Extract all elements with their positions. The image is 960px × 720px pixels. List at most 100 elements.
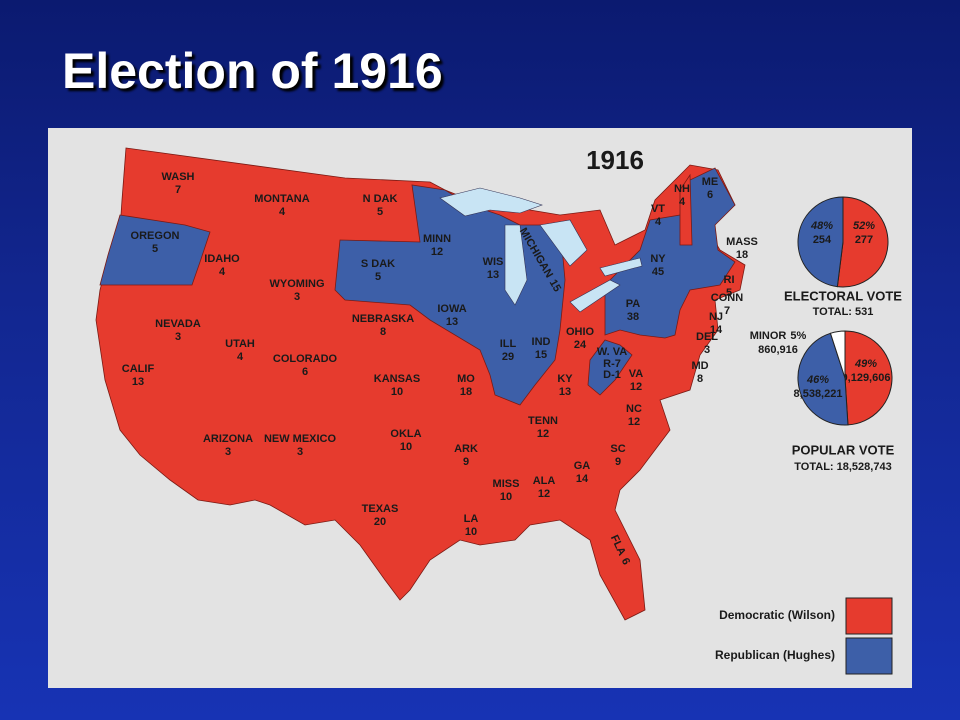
state-name: VT — [651, 203, 665, 215]
pie-total: TOTAL: 18,528,743 — [794, 461, 891, 473]
state-votes: 14 — [710, 324, 723, 336]
slice-percent: 52% — [853, 220, 875, 232]
state-name: ILL — [500, 338, 517, 350]
state-votes: 3 — [297, 446, 303, 458]
lake-huron — [539, 219, 588, 267]
pie-slice — [797, 332, 849, 426]
state-name: W. VA — [597, 346, 627, 358]
state-votes: 6 — [707, 189, 713, 201]
state-votes: 3 — [225, 446, 231, 458]
state-votes: 4 — [679, 196, 686, 208]
state-name: KY — [557, 373, 573, 385]
state-votes: 38 — [627, 311, 639, 323]
state-name: RI — [724, 274, 735, 286]
state-votes: 9 — [615, 456, 621, 468]
state-name: IND — [532, 336, 551, 348]
map-title: 1916 — [586, 145, 644, 175]
state-name: CONN — [711, 292, 743, 304]
state-name: SC — [610, 443, 625, 455]
slice-name: MINOR — [750, 330, 787, 342]
state-votes: 6 — [302, 366, 308, 378]
state-votes: 5 — [375, 271, 381, 283]
lake-michigan — [504, 224, 528, 306]
state-name: IOWA — [437, 303, 466, 315]
pie-slice — [797, 196, 844, 288]
legend-swatch — [845, 637, 893, 675]
state-name: COLORADO — [273, 353, 338, 365]
state-name: WYOMING — [270, 278, 325, 290]
state-name: UTAH — [225, 338, 255, 350]
state-votes: 4 — [655, 216, 662, 228]
state-votes: 10 — [391, 386, 403, 398]
state-name: OREGON — [131, 230, 180, 242]
state-name: MD — [691, 360, 708, 372]
state-name: NEW MEXICO — [264, 433, 337, 445]
state-name: WIS — [483, 256, 504, 268]
state-name: KANSAS — [374, 373, 420, 385]
state-name: MINN — [423, 233, 451, 245]
state-votes: 12 — [537, 428, 549, 440]
slice-votes: 277 — [855, 234, 873, 246]
lake-superior — [439, 187, 543, 217]
state-votes: 5 — [726, 287, 732, 299]
state-votes: 10 — [500, 491, 512, 503]
state-name: NY — [650, 253, 666, 265]
state-votes: 14 — [576, 473, 589, 485]
state-name: N DAK — [363, 193, 398, 205]
state-name: OKLA — [390, 428, 421, 440]
state-votes: D-1 — [603, 369, 621, 381]
state-votes: 29 — [502, 351, 514, 363]
state-name: DEL — [696, 331, 718, 343]
state-name: ALA — [533, 475, 556, 487]
slice-percent: 48% — [810, 220, 833, 232]
state-name: ME — [702, 176, 719, 188]
state-name: MASS — [726, 236, 758, 248]
legend-label: Democratic (Wilson) — [719, 608, 835, 622]
state-name: MONTANA — [254, 193, 309, 205]
state-votes: 12 — [630, 381, 642, 393]
state-name: NH — [674, 183, 690, 195]
slice-percent: 46% — [806, 374, 829, 386]
pie-slice — [844, 330, 893, 426]
state-votes: 5 — [377, 206, 383, 218]
pie-heading: POPULAR VOTE — [792, 442, 895, 457]
state-votes: 4 — [219, 266, 226, 278]
state-votes: 8 — [697, 373, 703, 385]
state-votes: 13 — [559, 386, 571, 398]
state-name: LA — [464, 513, 479, 525]
state-name: WASH — [162, 171, 195, 183]
state-name: NJ — [709, 311, 723, 323]
state-name: IDAHO — [204, 253, 240, 265]
state-votes: 6 — [619, 556, 632, 567]
pie-slice — [836, 196, 889, 288]
slice-percent: 5% — [790, 330, 806, 342]
slice-votes: 9,129,606 — [842, 372, 891, 384]
state-name: VA — [629, 368, 644, 380]
pie-slice — [829, 330, 846, 379]
state-name: NEBRASKA — [352, 313, 414, 325]
state-votes: 12 — [538, 488, 550, 500]
state-votes: 24 — [574, 339, 587, 351]
state-name: S DAK — [361, 258, 395, 270]
state-votes: 7 — [724, 305, 730, 317]
region-nh — [679, 173, 693, 246]
state-votes: 10 — [400, 441, 412, 453]
state-votes: 9 — [463, 456, 469, 468]
state-votes: 4 — [279, 206, 286, 218]
state-votes: R-7 — [603, 358, 621, 370]
state-name: TEXAS — [362, 503, 399, 515]
pie-total: TOTAL: 531 — [813, 306, 874, 318]
slice-label: MINOR 5% — [750, 330, 807, 342]
state-votes: 5 — [152, 243, 158, 255]
lake-erie — [569, 279, 621, 313]
slice-percent: 49% — [854, 358, 877, 370]
state-votes: 3 — [704, 344, 710, 356]
state-votes: 3 — [294, 291, 300, 303]
region-oregon — [99, 214, 211, 286]
us-outline — [95, 147, 746, 621]
state-votes: 15 — [535, 349, 547, 361]
state-votes: 4 — [237, 351, 244, 363]
region-wva — [587, 339, 633, 396]
slice-votes: 860,916 — [758, 344, 798, 356]
